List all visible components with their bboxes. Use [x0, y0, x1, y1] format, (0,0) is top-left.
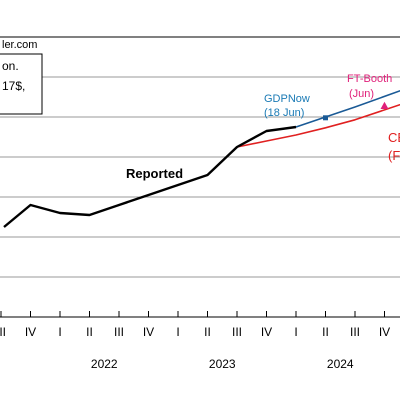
ftbooth-label-line1: FT-Booth: [347, 73, 392, 85]
x-tick-label: I: [58, 325, 61, 339]
x-tick-label: III: [114, 325, 124, 339]
cbo-label-line2: (F: [388, 148, 400, 163]
legend-box: [0, 53, 43, 115]
source-text: ler.com: [2, 39, 37, 51]
x-tick-label: I: [294, 325, 297, 339]
x-tick-label: III: [350, 325, 360, 339]
legend-line-2: 17$,: [2, 79, 25, 93]
gridlines: [0, 76, 400, 278]
series-line-gdpnow: [295, 89, 400, 128]
x-tick-label: IV: [143, 325, 154, 339]
x-tick-label: III: [232, 325, 242, 339]
ftbooth-label-line2: (Jun): [349, 88, 374, 100]
year-label: 2022: [91, 357, 118, 371]
year-label: 2023: [209, 357, 236, 371]
reported-label: Reported: [126, 166, 183, 181]
markers: [323, 101, 389, 121]
series-line-cbo: [236, 103, 400, 148]
x-ticks: IIIIVIIIIIIIVIIIIIIIVIIIIIIIV12022202320…: [0, 311, 390, 371]
ftbooth-marker: [380, 101, 389, 109]
x-tick-label: IV: [379, 325, 390, 339]
x-tick-label: IV: [261, 325, 272, 339]
cbo-label-line1: CB: [388, 130, 400, 145]
x-tick-label: IV: [25, 325, 36, 339]
x-tick-label: II: [322, 325, 329, 339]
series-layer: [3, 89, 400, 228]
gdpnow-label-line1: GDPNow: [264, 93, 310, 105]
series-line-reported: [3, 125, 297, 228]
x-tick-label: III: [0, 325, 6, 339]
legend-line-1: on.: [2, 59, 19, 73]
year-label: 2024: [327, 357, 354, 371]
gdpnow-label-line2: (18 Jun): [264, 107, 304, 119]
x-tick-label: I: [176, 325, 179, 339]
x-tick-label: II: [204, 325, 211, 339]
gdpnow-marker: [323, 115, 328, 121]
x-tick-label: II: [86, 325, 93, 339]
